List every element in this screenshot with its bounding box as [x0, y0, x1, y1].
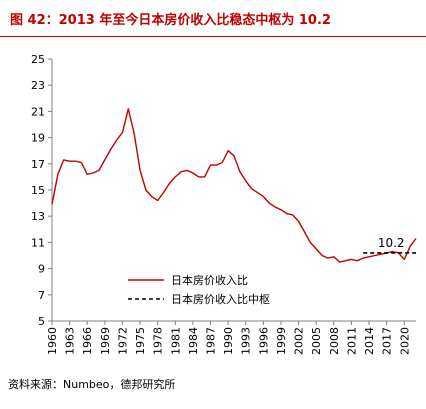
x-tick-label: 1984	[187, 327, 200, 355]
y-tick-label: 19	[31, 132, 45, 145]
x-axis-ticks: 1960 1963 1966 1969 1972 1975 1978 1981 1984 1987…	[46, 321, 411, 355]
x-tick-label: 1996	[257, 327, 270, 355]
y-tick-label: 23	[31, 79, 45, 92]
x-tick-label: 1978	[152, 327, 165, 355]
x-tick-label: 1990	[222, 327, 235, 355]
y-tick-label: 21	[31, 105, 45, 118]
series	[51, 108, 417, 263]
series-line-0	[51, 108, 417, 263]
x-tick-label: 1993	[240, 327, 253, 355]
x-tick-label: 1969	[99, 327, 112, 355]
y-tick-label: 9	[38, 263, 45, 276]
x-tick-label: 2002	[293, 327, 306, 355]
x-tick-label: 1963	[64, 327, 77, 355]
x-tick-label: 1966	[81, 327, 94, 355]
x-tick-label: 1999	[275, 327, 288, 355]
x-tick-label: 2014	[363, 327, 376, 355]
x-tick-label: 1981	[169, 327, 182, 355]
x-tick-label: 1960	[46, 327, 59, 355]
annotations: 10.2	[378, 236, 405, 250]
y-tick-label: 25	[31, 53, 45, 66]
x-tick-label: 1975	[134, 327, 147, 355]
source-note: 资料来源：Numbeo，德邦研究所	[8, 378, 176, 391]
x-tick-label: 2011	[345, 327, 358, 355]
y-tick-label: 5	[38, 315, 45, 328]
x-tick-label: 1972	[116, 327, 129, 355]
x-tick-label: 1987	[205, 327, 218, 355]
y-tick-label: 11	[31, 236, 45, 249]
chart-title: 图 42：2013 年至今日本房价收入比稳态中枢为 10.2	[10, 13, 331, 28]
x-tick-label: 2017	[381, 327, 394, 355]
y-tick-label: 17	[31, 158, 45, 171]
x-tick-label: 2020	[398, 327, 411, 355]
y-tick-label: 7	[38, 289, 45, 302]
legend-label-0: 日本房价收入比	[171, 273, 248, 287]
y-tick-label: 13	[31, 210, 45, 223]
y-axis-ticks: 5 7 9 11 13 15 17 19 21 23 25	[31, 53, 52, 328]
x-tick-label: 2005	[310, 327, 323, 355]
x-tick-label: 2008	[328, 327, 341, 355]
legend-label-1: 日本房价收入比中枢	[171, 292, 270, 306]
y-tick-label: 15	[31, 184, 45, 197]
title-divider	[0, 36, 426, 37]
annotation-label: 10.2	[378, 236, 405, 250]
